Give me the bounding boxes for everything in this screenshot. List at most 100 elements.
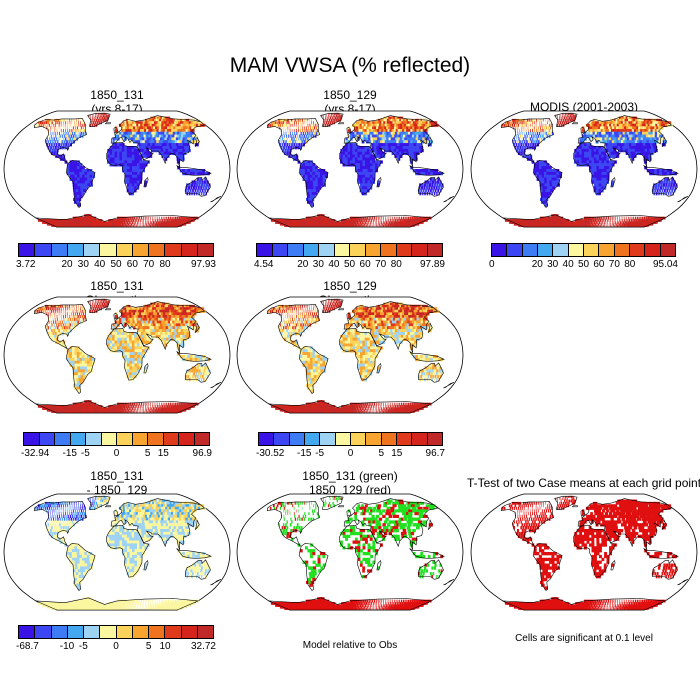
grid-cell <box>55 143 58 147</box>
grid-cell <box>595 121 598 125</box>
grid-cell <box>158 225 160 227</box>
grid-cell <box>643 160 647 164</box>
grid-cell <box>347 146 351 150</box>
grid-cell <box>101 114 103 117</box>
grid-cell <box>156 320 161 324</box>
grid-cell <box>596 219 598 222</box>
grid-cell <box>191 140 196 144</box>
grid-cell <box>68 134 70 138</box>
grid-cell <box>63 317 65 321</box>
grid-cell <box>163 151 167 155</box>
grid-cell <box>64 134 66 138</box>
grid-cell <box>428 183 432 187</box>
grid-cell <box>69 304 70 308</box>
grid-cell <box>93 221 98 224</box>
grid-cell <box>48 312 50 316</box>
grid-cell <box>129 157 133 161</box>
grid-cell <box>61 307 62 311</box>
grid-cell <box>310 186 314 190</box>
grid-cell <box>599 221 600 224</box>
grid-cell <box>288 151 292 155</box>
grid-cell <box>370 137 374 141</box>
grid-cell <box>331 116 333 120</box>
grid-cell <box>187 221 191 224</box>
grid-cell <box>368 129 372 133</box>
grid-cell <box>145 225 147 227</box>
colorbar-tick-label: 30 <box>77 259 89 270</box>
grid-cell <box>521 131 523 135</box>
grid-cell <box>650 216 653 220</box>
grid-cell <box>309 131 311 135</box>
grid-cell <box>581 143 585 147</box>
grid-cell <box>587 219 590 222</box>
grid-cell <box>628 225 630 227</box>
grid-cell <box>576 225 579 227</box>
grid-cell <box>141 312 145 316</box>
grid-cell <box>315 177 319 181</box>
grid-cell <box>84 169 88 173</box>
grid-cell <box>313 121 314 125</box>
grid-cell <box>362 183 366 187</box>
grid-cell <box>284 148 287 153</box>
grid-cell <box>137 169 140 173</box>
grid-cell <box>547 121 548 125</box>
grid-cell <box>637 225 640 227</box>
grid-cell <box>420 171 423 176</box>
grid-cell <box>127 221 129 224</box>
grid-cell <box>601 148 604 153</box>
grid-cell <box>145 143 149 147</box>
grid-cell <box>350 223 352 226</box>
grid-cell <box>134 169 138 173</box>
grid-cell <box>356 134 360 138</box>
grid-cell <box>177 326 182 330</box>
grid-cell <box>133 221 135 224</box>
grid-cell <box>299 121 301 125</box>
grid-cell <box>535 123 537 127</box>
grid-cell <box>84 131 87 135</box>
grid-cell <box>541 131 543 135</box>
grid-cell <box>174 225 178 227</box>
grid-cell <box>423 186 426 190</box>
grid-cell <box>630 140 634 144</box>
grid-cell <box>565 221 569 224</box>
grid-cell <box>584 225 586 227</box>
grid-cell <box>182 148 186 153</box>
grid-cell <box>323 114 324 117</box>
grid-cell <box>63 129 64 133</box>
grid-cell <box>74 304 76 308</box>
grid-cell <box>541 194 546 199</box>
grid-cell <box>376 221 377 224</box>
grid-cell <box>366 216 368 220</box>
grid-cell <box>308 129 310 133</box>
grid-cell <box>601 166 605 170</box>
grid-cell <box>168 223 171 226</box>
grid-cell <box>622 216 624 220</box>
grid-cell <box>536 171 540 176</box>
grid-cell <box>302 163 306 167</box>
grid-cell <box>348 219 351 222</box>
grid-cell <box>188 183 191 187</box>
grid-cell <box>172 148 177 153</box>
grid-cell <box>624 223 627 226</box>
grid-cell <box>139 177 143 181</box>
grid-cell <box>611 129 615 133</box>
grid-cell <box>366 121 370 125</box>
grid-cell <box>570 221 574 224</box>
colorbar-cell <box>507 244 523 256</box>
grid-cell <box>67 317 69 321</box>
grid-cell <box>150 329 154 333</box>
grid-cell <box>132 134 136 138</box>
grid-cell <box>579 221 582 224</box>
colorbar-tick-label: 40 <box>562 259 574 270</box>
grid-cell <box>350 221 352 224</box>
grid-cell <box>57 307 59 311</box>
grid-cell <box>632 221 635 224</box>
grid-cell <box>584 223 586 226</box>
grid-cell <box>287 123 289 127</box>
grid-cell <box>384 225 386 227</box>
grid-cell <box>126 223 128 226</box>
grid-cell <box>173 137 178 141</box>
grid-cell <box>657 216 661 220</box>
grid-cell <box>602 140 606 144</box>
grid-cell <box>599 131 602 135</box>
